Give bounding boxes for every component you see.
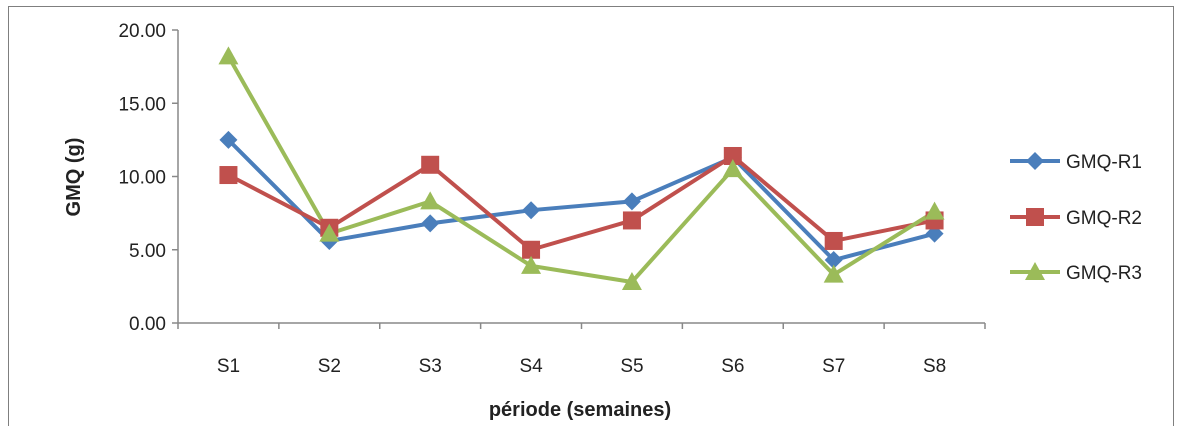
data-point-gmq-r1: [421, 214, 440, 233]
y-axis-title: GMQ (g): [63, 138, 85, 217]
data-point-gmq-r3: [823, 264, 844, 283]
x-tick-label: S7: [822, 356, 845, 377]
y-tick-label: 5.00: [129, 241, 166, 262]
data-point-gmq-r3: [722, 159, 743, 178]
data-point-gmq-r1: [219, 130, 238, 149]
data-point-gmq-r2: [824, 231, 843, 250]
legend-label-gmq-r1: GMQ-R1: [1066, 152, 1142, 173]
data-point-gmq-r3: [420, 191, 441, 210]
data-point-gmq-r3: [218, 46, 239, 65]
legend-label-gmq-r2: GMQ-R2: [1066, 208, 1142, 229]
data-point-gmq-r3: [521, 255, 542, 274]
x-tick-label: S1: [217, 356, 240, 377]
data-point-gmq-r1: [824, 251, 843, 270]
data-point-gmq-r3: [924, 201, 945, 220]
legend-marker-gmq-r3: [1025, 262, 1045, 280]
data-point-gmq-r3: [621, 271, 642, 290]
x-tick-label: S5: [620, 356, 643, 377]
legend-marker-gmq-r1: [1026, 152, 1044, 170]
data-point-gmq-r2: [723, 146, 742, 165]
data-point-gmq-r1: [522, 201, 541, 220]
series-line-gmq-r2: [227, 153, 935, 252]
series-line-gmq-r3: [226, 55, 936, 284]
data-point-gmq-r1: [622, 192, 641, 211]
legend-label-gmq-r3: GMQ-R3: [1066, 263, 1142, 284]
chart-frame: [8, 6, 1174, 426]
y-tick-label: 10.00: [118, 168, 166, 189]
data-point-gmq-r2: [522, 240, 541, 259]
data-point-gmq-r3: [319, 223, 340, 242]
data-point-gmq-r2: [421, 155, 440, 174]
x-tick-label: S8: [923, 356, 946, 377]
data-point-gmq-r2: [219, 166, 238, 185]
y-tick-label: 15.00: [118, 94, 166, 115]
series-line-gmq-r1: [227, 138, 936, 263]
x-tick-label: S4: [519, 356, 543, 377]
legend-marker-gmq-r2: [1026, 208, 1044, 226]
y-tick-label: 20.00: [118, 21, 166, 42]
y-tick-label: 0.00: [129, 314, 166, 335]
x-tick-label: S2: [318, 356, 341, 377]
data-point-gmq-r2: [622, 211, 641, 230]
x-tick-label: S3: [419, 356, 442, 377]
x-tick-label: S6: [721, 356, 744, 377]
x-axis-title: période (semaines): [489, 399, 671, 421]
